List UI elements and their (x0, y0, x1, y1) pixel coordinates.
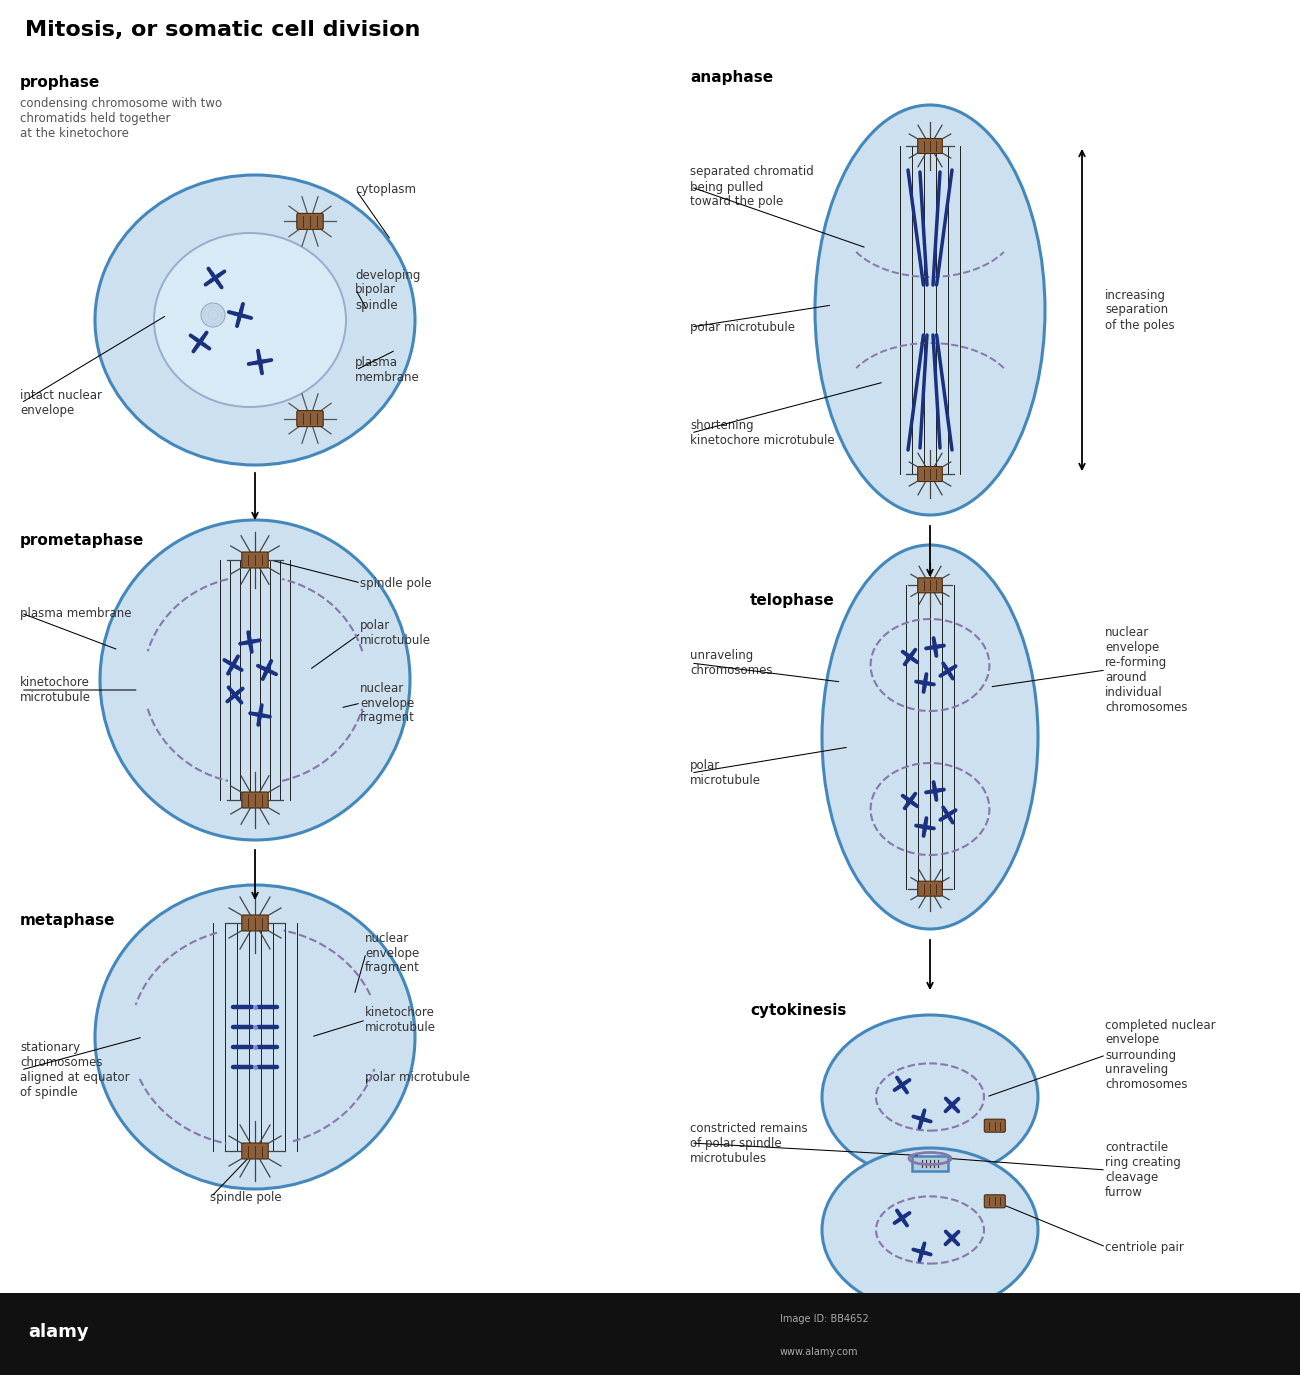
FancyBboxPatch shape (918, 466, 942, 481)
Text: prometaphase: prometaphase (20, 534, 144, 549)
Text: nuclear
envelope
re-forming
around
individual
chromosomes: nuclear envelope re-forming around indiv… (1105, 626, 1187, 714)
Text: cytokinesis: cytokinesis (750, 1002, 846, 1018)
Text: spindle pole: spindle pole (211, 1191, 282, 1203)
Text: centriole pair: centriole pair (1105, 1240, 1184, 1254)
FancyBboxPatch shape (242, 792, 268, 808)
Ellipse shape (95, 886, 415, 1189)
Text: alamy: alamy (29, 1323, 88, 1342)
Text: contractile
ring creating
cleavage
furrow: contractile ring creating cleavage furro… (1105, 1141, 1180, 1199)
Text: intact nuclear
envelope: intact nuclear envelope (20, 389, 101, 417)
FancyBboxPatch shape (918, 139, 942, 154)
Text: nuclear
envelope
fragment: nuclear envelope fragment (360, 682, 415, 725)
Text: shortening
kinetochore microtubule: shortening kinetochore microtubule (690, 419, 835, 447)
Text: condensing chromosome with two
chromatids held together
at the kinetochore: condensing chromosome with two chromatid… (20, 98, 222, 140)
Text: constricted remains
of polar spindle
microtubules: constricted remains of polar spindle mic… (690, 1122, 807, 1165)
Text: nuclear
envelope
fragment: nuclear envelope fragment (365, 931, 420, 975)
Text: polar
microtubule: polar microtubule (690, 759, 760, 786)
Text: separated chromatid
being pulled
toward the pole: separated chromatid being pulled toward … (690, 165, 814, 209)
Ellipse shape (822, 544, 1037, 930)
FancyBboxPatch shape (984, 1195, 1005, 1207)
FancyBboxPatch shape (296, 411, 324, 426)
Text: Image ID: BB4652: Image ID: BB4652 (780, 1314, 868, 1324)
Ellipse shape (822, 1148, 1037, 1312)
Text: metaphase: metaphase (20, 913, 116, 928)
Text: plasma membrane: plasma membrane (20, 606, 131, 620)
Ellipse shape (815, 104, 1045, 516)
Ellipse shape (100, 520, 410, 840)
Polygon shape (913, 1156, 948, 1172)
Text: polar
microtubule: polar microtubule (360, 619, 432, 648)
Text: anaphase: anaphase (690, 70, 774, 85)
FancyBboxPatch shape (918, 578, 942, 593)
Circle shape (202, 302, 225, 327)
Text: Mitosis, or somatic cell division: Mitosis, or somatic cell division (25, 21, 420, 40)
FancyBboxPatch shape (984, 1119, 1005, 1132)
Text: developing
bipolar
spindle: developing bipolar spindle (355, 268, 420, 312)
FancyBboxPatch shape (918, 881, 942, 896)
Text: polar microtubule: polar microtubule (365, 1071, 471, 1084)
Text: www.alamy.com: www.alamy.com (780, 1348, 858, 1357)
Text: plasma
membrane: plasma membrane (355, 356, 420, 384)
Bar (0, 1292, 1300, 1375)
Text: cytoplasm: cytoplasm (355, 183, 416, 197)
FancyBboxPatch shape (242, 914, 268, 931)
FancyBboxPatch shape (242, 551, 268, 568)
Text: stationary
chromosomes
aligned at equator
of spindle: stationary chromosomes aligned at equato… (20, 1041, 130, 1099)
Text: unraveling
chromosomes: unraveling chromosomes (690, 649, 772, 676)
Text: spindle pole: spindle pole (360, 576, 432, 590)
Text: polar microtubule: polar microtubule (690, 320, 796, 334)
Text: telophase: telophase (750, 593, 835, 608)
FancyBboxPatch shape (296, 213, 324, 230)
Ellipse shape (822, 1015, 1037, 1178)
Text: kinetochore
microtubule: kinetochore microtubule (365, 1006, 436, 1034)
Ellipse shape (153, 232, 346, 407)
Text: increasing
separation
of the poles: increasing separation of the poles (1105, 289, 1175, 331)
Ellipse shape (95, 175, 415, 465)
Text: prophase: prophase (20, 76, 100, 89)
Text: kinetochore
microtubule: kinetochore microtubule (20, 676, 91, 704)
Text: completed nuclear
envelope
surrounding
unraveling
chromosomes: completed nuclear envelope surrounding u… (1105, 1019, 1216, 1092)
FancyBboxPatch shape (242, 1143, 268, 1159)
